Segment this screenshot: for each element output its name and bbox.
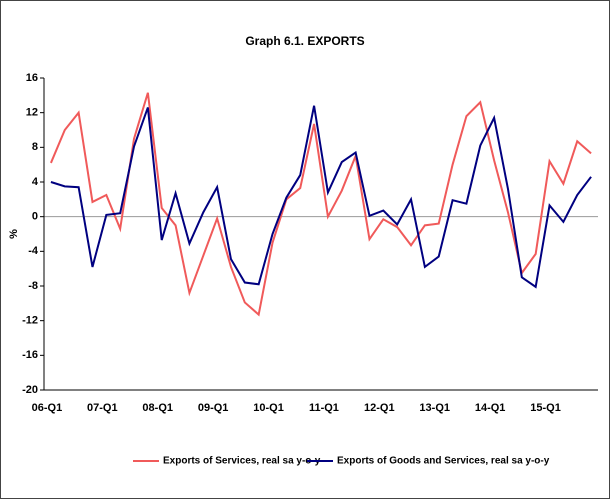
x-tick-label: 14-Q1 (475, 402, 506, 414)
x-tick-label: 10-Q1 (253, 402, 284, 414)
x-tick-label: 08-Q1 (142, 402, 173, 414)
y-axis-label: % (8, 229, 20, 239)
x-tick-label: 13-Q1 (419, 402, 450, 414)
y-tick-label: 0 (32, 211, 38, 223)
x-tick-label: 06-Q1 (32, 402, 63, 414)
series-line (50, 92, 592, 317)
chart-title: Graph 6.1. EXPORTS (245, 34, 364, 48)
x-tick-label: 07-Q1 (87, 402, 118, 414)
y-tick-label: -16 (22, 349, 38, 361)
y-tick-label: 8 (32, 141, 38, 153)
y-tick-label: -8 (28, 280, 38, 292)
y-tick-label: -20 (22, 384, 38, 396)
y-tick-label: 12 (26, 107, 38, 119)
y-tick-label: 16 (26, 72, 38, 84)
legend-label: Exports of Goods and Services, real sa y… (337, 456, 550, 467)
x-tick-label: 11-Q1 (309, 402, 339, 414)
x-tick-label: 15-Q1 (530, 402, 561, 414)
legend-label: Exports of Services, real sa y-o-y (163, 456, 321, 467)
y-tick-label: -4 (28, 245, 39, 257)
series-line (50, 105, 592, 289)
y-tick-label: -12 (22, 315, 38, 327)
y-tick-label: 4 (32, 176, 39, 188)
x-tick-label: 12-Q1 (364, 402, 395, 414)
x-tick-label: 09-Q1 (198, 402, 229, 414)
